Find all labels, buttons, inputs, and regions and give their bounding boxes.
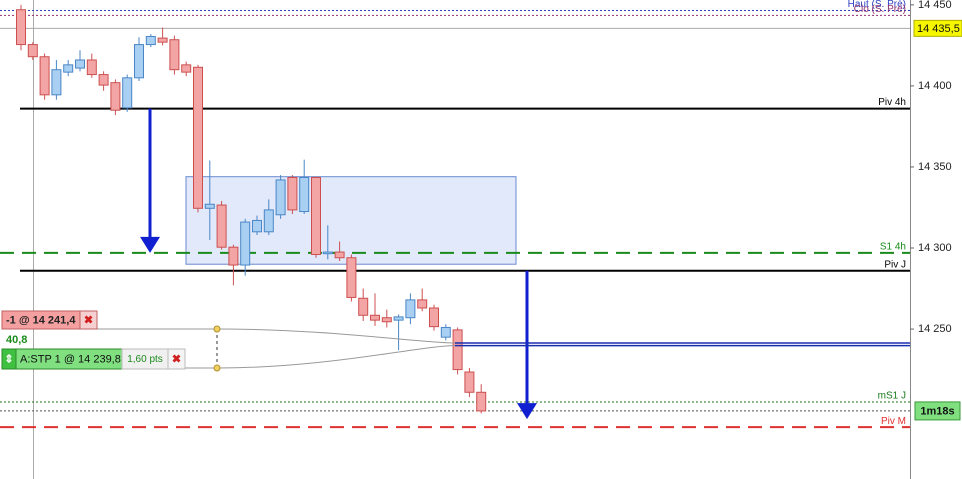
y-tick-label: 14 350 [918, 161, 952, 173]
candle-body [334, 251, 345, 259]
candle-body [228, 246, 239, 266]
candle-body [204, 203, 215, 209]
candle-body [110, 82, 121, 111]
y-tick-label: 14 300 [918, 242, 952, 254]
candle-body [429, 307, 439, 328]
candle-body [98, 74, 109, 86]
y-tick-label: 14 400 [918, 80, 952, 92]
candle-body [134, 44, 144, 79]
handle [213, 325, 221, 333]
candle-body [181, 64, 192, 73]
candle-body [193, 66, 203, 209]
candle-body [393, 316, 404, 321]
candle-body [346, 257, 357, 298]
level-label: Piv M [881, 416, 906, 427]
candle-body [63, 64, 74, 73]
last-price-tag [913, 19, 962, 37]
close-icon: ✖ [84, 314, 93, 326]
level-label: Haut (S. Pré) [848, 0, 906, 10]
candle-body [440, 326, 451, 338]
close-icon: ✖ [172, 353, 181, 365]
candle-body [299, 176, 310, 213]
last-price-label: 14 435,5 [917, 23, 960, 35]
arrow-head [517, 403, 537, 420]
candle-body [263, 209, 274, 233]
candle-body [16, 9, 26, 46]
candle-body [311, 176, 321, 255]
level-label: Piv J [884, 259, 906, 270]
candle-body [322, 251, 333, 255]
order-tag-label: -1 @ 14 241,4 [6, 314, 76, 326]
order-gap: 1,60 pts [127, 354, 163, 365]
axis-background [911, 0, 962, 479]
candle-body [240, 221, 251, 266]
candle-body [476, 391, 487, 412]
order-connector [185, 345, 456, 369]
order-connector [97, 328, 456, 344]
candle-body [157, 37, 168, 43]
candle-body [370, 314, 380, 321]
candle-body [252, 219, 262, 233]
candle-body [287, 176, 298, 211]
order-tag-label: A:STP 1 @ 14 239,8 [20, 353, 121, 365]
countdown-label: 1m18s [920, 405, 954, 417]
candle-body [216, 204, 227, 248]
candle-body [464, 371, 475, 393]
handle [213, 364, 221, 372]
candle-body [39, 56, 50, 96]
level-label: Clo (S. Pré) [854, 4, 906, 15]
candle-body [169, 39, 180, 71]
level-label: Piv 4h [878, 97, 906, 108]
candle-body [275, 179, 286, 216]
drag-icon: ⇕ [4, 353, 13, 365]
candle-body [122, 77, 133, 109]
close-button[interactable] [79, 310, 98, 330]
candle-body [405, 299, 416, 319]
order-distance: 40,8 [6, 334, 27, 346]
y-tick-label: 14 250 [918, 323, 952, 335]
level-label: mS1 J [878, 391, 906, 402]
close-button[interactable] [167, 348, 186, 370]
candle-body [27, 44, 38, 58]
y-tick-label: 14 450 [918, 0, 952, 11]
candle-body [86, 59, 97, 76]
candle-body [381, 317, 392, 323]
candle-body [358, 297, 369, 316]
level-label: S1 4h [880, 242, 906, 253]
arrow-head [140, 236, 160, 253]
candle-body [51, 69, 62, 96]
candle-body [417, 299, 428, 309]
candle-body [75, 59, 85, 69]
countdown-tag [914, 401, 961, 421]
candle-body [145, 35, 156, 46]
candle-body [452, 329, 463, 371]
